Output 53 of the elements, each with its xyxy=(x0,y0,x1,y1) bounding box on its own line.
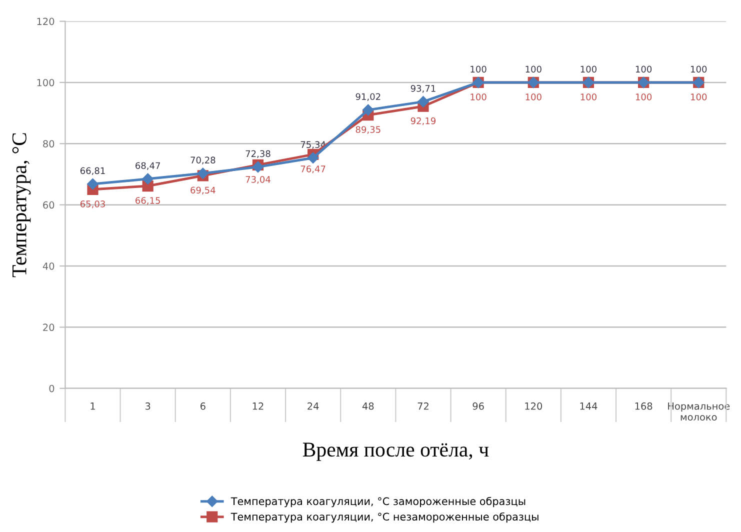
y-axis-title: Температура, °С xyxy=(12,133,31,278)
x-tick-label: 24 xyxy=(308,402,319,410)
data-label: 100 xyxy=(691,94,707,100)
data-label: 68,47 xyxy=(136,162,160,170)
point xyxy=(307,152,319,164)
data-label: 91,02 xyxy=(356,93,380,101)
y-tick-label: 120 xyxy=(37,18,54,26)
point xyxy=(418,96,429,108)
data-label: 100 xyxy=(470,94,486,100)
y-tick-label: 60 xyxy=(43,201,54,209)
data-label: 100 xyxy=(470,66,486,73)
point xyxy=(197,168,209,179)
x-tick-label: 1 xyxy=(90,402,95,410)
data-label: 76,47 xyxy=(300,166,326,174)
data-label: 69,54 xyxy=(190,186,216,194)
data-label: 100 xyxy=(580,66,596,73)
x-tick-label: 48 xyxy=(362,402,374,410)
data-label: 72,38 xyxy=(246,150,270,158)
y-tick-label: 100 xyxy=(37,78,54,86)
x-tick-label: 12 xyxy=(252,402,264,410)
point xyxy=(362,104,374,116)
x-tick-label: 3 xyxy=(145,402,150,410)
data-label: 100 xyxy=(526,66,542,73)
x-tick-label: 168 xyxy=(635,402,652,410)
data-label: 70,28 xyxy=(190,156,216,164)
data-label: 89,35 xyxy=(356,126,380,134)
data-label: 73,04 xyxy=(246,176,270,184)
data-label: 100 xyxy=(526,94,542,100)
x-tick-label: 96 xyxy=(472,402,484,410)
data-label: 66,81 xyxy=(80,167,105,176)
x-tick-label: 6 xyxy=(200,402,206,410)
data-label: 93,71 xyxy=(410,84,436,93)
x-tick-label: 72 xyxy=(418,402,428,410)
data-label: 65,03 xyxy=(80,200,105,208)
y-tick-label: 80 xyxy=(43,140,54,148)
legend-label: Температура коагуляции, °С незамороженные образцы xyxy=(230,512,538,523)
legend-label: Температура коагуляции, °С замороженные образцы xyxy=(230,496,526,508)
x-tick-label: 120 xyxy=(525,402,542,410)
y-tick-label: 0 xyxy=(49,384,54,392)
point xyxy=(252,161,264,173)
data-label: 100 xyxy=(636,94,652,100)
data-label: 92,19 xyxy=(410,117,436,126)
data-label: 100 xyxy=(691,66,707,73)
point xyxy=(87,178,98,190)
y-tick-label: 20 xyxy=(43,324,54,332)
data-label: 100 xyxy=(580,94,596,100)
point xyxy=(142,173,154,185)
data-label: 100 xyxy=(636,66,652,73)
data-label: 66,15 xyxy=(136,197,160,205)
x-axis-title: Время после отёла, ч xyxy=(302,442,489,461)
y-tick-label: 40 xyxy=(42,262,54,270)
x-tick-label: 144 xyxy=(580,402,598,410)
x-tick-label: Нормальное молоко xyxy=(668,402,730,421)
